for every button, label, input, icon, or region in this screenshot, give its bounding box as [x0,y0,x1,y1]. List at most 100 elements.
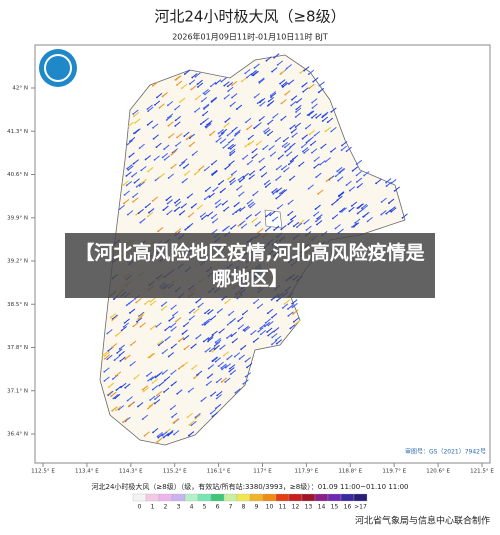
station [147,407,149,410]
lat-label: 40.6° N [7,172,28,178]
station [120,329,123,332]
wind-arrow [229,177,236,183]
station [262,148,265,150]
station [154,179,157,182]
wind-arrow [335,224,341,229]
station [341,144,343,147]
station [132,200,135,203]
station [266,331,269,333]
station [340,210,343,213]
wind-arrow [175,115,181,121]
station [186,416,189,419]
wind-arrow [327,117,334,123]
wind-arrow [290,156,297,162]
station [163,391,165,393]
wind-arrow [266,327,273,333]
banner: 【河北高风险地区疫情,河北高风险疫情是哪地区】 [65,233,435,298]
wind-arrow [201,214,208,220]
wind-arrow [173,430,180,435]
station [251,151,254,154]
wind-arrow [119,204,125,210]
wind-arrow [316,113,322,119]
wind-arrow [195,414,201,420]
wind-arrow [267,130,274,136]
station [144,158,147,161]
wind-arrow [215,339,222,345]
wind-arrow [156,437,163,443]
wind-arrow [137,402,144,407]
wind-arrow [123,322,130,328]
wind-arrow [187,193,194,199]
station [263,325,266,328]
station [237,178,240,181]
wind-arrow [191,203,198,208]
wind-arrow [243,325,249,331]
wind-arrow [375,178,382,184]
station [130,344,132,346]
station [295,108,298,111]
station [280,168,283,171]
station [150,303,152,306]
wind-arrow [147,404,154,409]
station [307,73,310,76]
station [231,84,233,87]
wind-arrow [189,308,196,314]
wind-arrow [277,204,284,209]
wind-arrow [135,118,141,124]
station [103,370,106,373]
wind-arrow [197,82,204,88]
station [221,298,224,301]
station [144,303,146,305]
station [185,138,188,141]
station [238,180,241,183]
wind-arrow [229,150,236,156]
station [170,346,173,349]
station [202,92,205,95]
station [287,223,290,226]
wind-arrow [204,90,211,95]
wind-arrow [257,98,264,104]
station [135,185,138,188]
wind-arrow [156,322,162,328]
wind-arrow [252,153,258,159]
station [213,345,216,347]
legend-label: 16 [344,504,352,511]
wind-arrow [111,343,118,348]
station [227,147,230,150]
wind-arrow [239,354,245,360]
wind-arrow [283,167,290,172]
wind-arrow [295,107,302,113]
station [132,162,135,165]
station [134,121,137,124]
station [311,151,313,154]
wind-arrow [212,170,218,176]
station [164,329,167,332]
station [170,373,173,375]
wind-arrow [176,389,183,395]
wind-arrow [162,152,169,158]
wind-arrow [195,94,202,100]
wind-arrow [123,180,129,186]
wind-arrow [287,210,294,216]
station [109,316,112,319]
wind-arrow [394,186,400,192]
station [237,320,240,323]
station [265,215,268,218]
wind-arrow [170,322,177,328]
wind-arrow [189,79,196,85]
wind-arrow [230,369,237,375]
station [281,192,283,195]
wind-arrow [157,431,163,437]
station [251,221,254,223]
wind-arrow [188,420,195,426]
station [190,206,193,209]
legend-swatch [158,493,173,502]
station [314,208,317,210]
wind-arrow [198,165,205,171]
wind-arrow [136,317,143,323]
wind-arrow [204,166,211,171]
station [111,319,114,322]
wind-arrow [133,159,139,165]
wind-arrow [168,352,175,357]
wind-arrow [147,353,154,358]
